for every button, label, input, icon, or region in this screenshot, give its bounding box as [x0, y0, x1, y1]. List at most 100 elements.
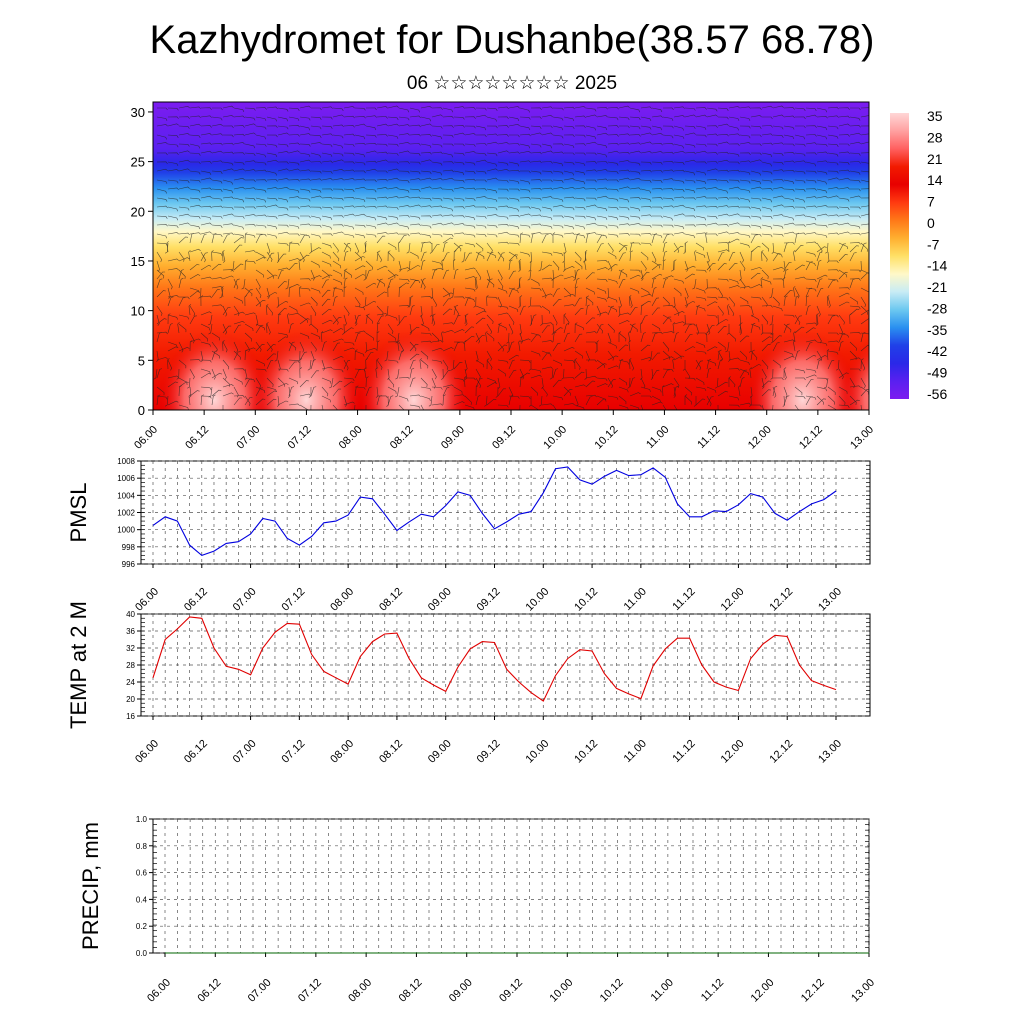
- wind-barb: [761, 242, 770, 252]
- wind-barb: [695, 251, 706, 258]
- wind-barb: [772, 233, 784, 237]
- x-tick-label: 06.12: [195, 977, 223, 1005]
- wind-barb: [750, 233, 762, 237]
- wind-barb: [662, 241, 668, 253]
- wind-barb: [233, 133, 245, 137]
- wind-barb: [563, 125, 575, 130]
- wind-barb: [321, 274, 333, 280]
- wind-barb: [684, 296, 688, 308]
- wind-barb: [365, 197, 377, 201]
- wind-barb: [211, 251, 223, 256]
- wind-barb: [442, 116, 454, 119]
- wind-barb: [211, 263, 222, 271]
- wind-barb: [255, 161, 267, 166]
- wind-barb: [376, 134, 388, 137]
- wind-barb: [420, 377, 428, 388]
- wind-barb: [860, 358, 864, 370]
- wind-barb: [717, 305, 724, 316]
- wind-barb: [607, 365, 619, 370]
- wind-barb: [233, 397, 243, 406]
- wind-barb: [684, 159, 696, 163]
- wind-barb: [770, 368, 774, 380]
- wind-barb: [387, 105, 399, 109]
- wind-barb: [574, 323, 585, 331]
- wind-barb: [629, 107, 641, 113]
- wind-barb: [211, 368, 216, 380]
- wind-barb: [299, 152, 311, 157]
- wind-barb: [407, 296, 411, 308]
- wind-barb: [244, 260, 256, 264]
- wind-barb: [805, 196, 817, 199]
- wind-barb: [508, 323, 514, 335]
- wind-barb: [783, 152, 795, 155]
- wind-barb: [692, 278, 697, 290]
- wind-barb: [233, 311, 245, 316]
- wind-barb: [739, 368, 750, 376]
- wind-barb: [662, 160, 674, 164]
- wind-barb: [266, 125, 278, 128]
- wind-barb: [266, 305, 273, 316]
- wind-barb: [255, 368, 267, 372]
- wind-barb: [850, 107, 861, 111]
- wind-barb: [695, 350, 707, 355]
- wind-barb: [222, 340, 225, 352]
- wind-barb: [365, 150, 377, 154]
- wind-barb: [849, 377, 855, 389]
- wind-barb: [739, 377, 745, 388]
- wind-barb: [276, 395, 280, 407]
- wind-barb: [761, 278, 772, 285]
- wind-barb: [585, 152, 597, 156]
- wind-barb: [750, 350, 758, 361]
- wind-barb: [838, 341, 844, 352]
- wind-barb: [486, 323, 493, 335]
- wind-barb: [167, 375, 179, 379]
- wind-barb: [255, 359, 265, 367]
- wind-barb: [816, 143, 828, 147]
- wind-barb: [519, 213, 531, 217]
- wind-barb: [376, 123, 388, 127]
- wind-barb: [354, 330, 366, 334]
- wind-barb: [364, 367, 367, 379]
- wind-barb: [464, 267, 476, 271]
- wind-barb: [794, 377, 806, 381]
- wind-barb: [233, 324, 242, 334]
- wind-barb: [662, 368, 674, 372]
- wind-barb: [672, 358, 675, 370]
- x-tick-label: 06.00: [133, 738, 161, 766]
- wind-barb: [332, 206, 344, 210]
- wind-barb: [706, 346, 718, 352]
- wind-barb: [728, 377, 736, 388]
- wind-barb: [717, 263, 727, 271]
- wind-barb: [266, 274, 278, 280]
- wind-barb: [298, 286, 302, 298]
- wind-barb: [244, 259, 248, 271]
- wind-barb: [178, 297, 186, 307]
- wind-barb: [552, 186, 564, 190]
- wind-barb: [805, 125, 817, 128]
- wind-barb: [233, 215, 245, 219]
- wind-barb: [255, 386, 266, 393]
- wind-barb: [222, 151, 234, 155]
- wind-barb: [816, 213, 828, 217]
- wind-barb: [651, 151, 663, 154]
- wind-barb: [596, 115, 608, 118]
- x-tick-label: 10.12: [598, 977, 626, 1005]
- wind-barb: [761, 215, 773, 219]
- wind-barb: [607, 404, 609, 410]
- wind-barb: [156, 223, 168, 227]
- wind-barb: [530, 160, 542, 164]
- wind-barb: [761, 142, 773, 146]
- wind-barb: [310, 195, 322, 199]
- wind-barb: [453, 143, 465, 147]
- wind-barb: [299, 351, 308, 361]
- wind-barb: [188, 394, 192, 406]
- wind-barb: [629, 150, 641, 154]
- wind-barb: [585, 380, 596, 388]
- wind-barb: [805, 241, 817, 245]
- wind-barb: [178, 116, 190, 119]
- wind-barb: [376, 250, 381, 262]
- wind-barb: [362, 296, 367, 308]
- wind-barb: [321, 188, 333, 191]
- wind-barb: [739, 402, 751, 406]
- wind-barb: [640, 141, 652, 145]
